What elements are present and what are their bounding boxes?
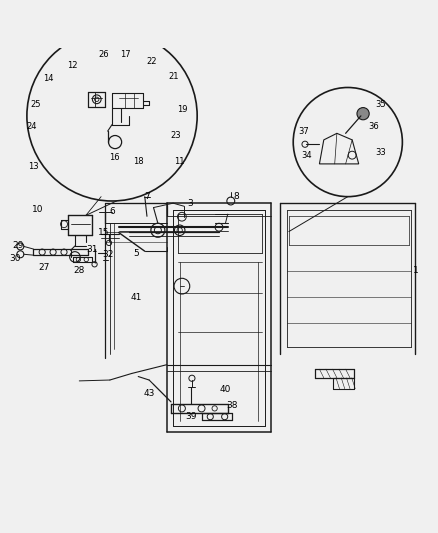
Text: 24: 24 <box>26 122 36 131</box>
Text: 25: 25 <box>30 100 41 109</box>
Text: 38: 38 <box>226 401 238 410</box>
Text: 36: 36 <box>369 122 379 131</box>
Text: 26: 26 <box>98 50 109 59</box>
Text: 40: 40 <box>220 385 231 394</box>
Text: 34: 34 <box>301 151 311 160</box>
Text: 8: 8 <box>233 192 239 201</box>
Text: 35: 35 <box>375 100 386 109</box>
Text: 31: 31 <box>87 245 98 254</box>
Text: 11: 11 <box>174 157 185 166</box>
Text: 30: 30 <box>9 254 21 263</box>
Text: 33: 33 <box>375 149 386 157</box>
Text: 28: 28 <box>74 266 85 276</box>
Text: 6: 6 <box>109 207 115 216</box>
Text: 16: 16 <box>109 153 120 162</box>
Text: 21: 21 <box>168 72 178 81</box>
Circle shape <box>357 108 369 120</box>
Text: 32: 32 <box>102 250 113 259</box>
Text: 13: 13 <box>28 161 39 171</box>
Text: 27: 27 <box>39 263 50 272</box>
Text: 22: 22 <box>146 57 156 66</box>
Text: 5: 5 <box>133 249 139 258</box>
Text: 19: 19 <box>177 105 187 114</box>
Text: 7: 7 <box>144 192 150 201</box>
Text: 10: 10 <box>32 205 43 214</box>
Text: 15: 15 <box>98 228 109 237</box>
Text: 29: 29 <box>12 241 24 250</box>
Text: 1: 1 <box>413 266 418 276</box>
Text: 12: 12 <box>67 61 78 70</box>
Text: 17: 17 <box>120 50 131 59</box>
Text: 3: 3 <box>188 199 194 208</box>
Text: 43: 43 <box>144 389 155 398</box>
Text: 23: 23 <box>170 131 180 140</box>
Text: 39: 39 <box>185 412 196 421</box>
Text: 37: 37 <box>299 127 310 136</box>
Text: 14: 14 <box>43 74 54 83</box>
Text: 41: 41 <box>131 293 142 302</box>
Text: 18: 18 <box>133 157 144 166</box>
